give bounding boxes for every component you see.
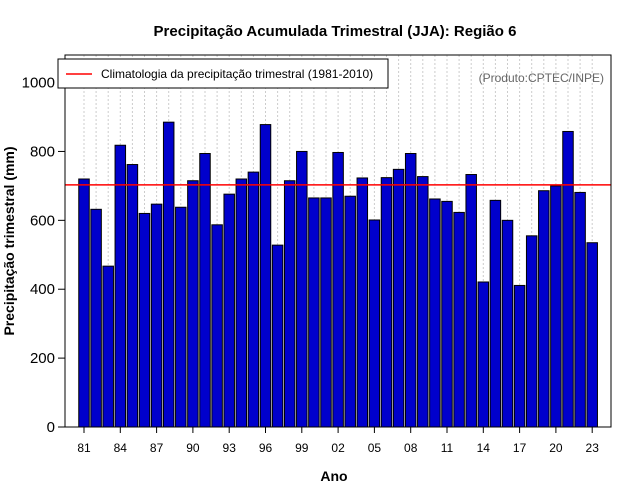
y-tick-label: 0 [47, 419, 55, 436]
bar-2005 [368, 219, 381, 428]
bar-2015 [489, 199, 502, 428]
bar-2023 [586, 242, 598, 428]
x-tick-label: 84 [114, 441, 128, 455]
x-axis: 81 84 87 90 93 96 99 02 05 08 11 14 17 20 23 [77, 427, 599, 455]
x-tick-label: 14 [477, 441, 491, 455]
chart-title: Precipitação Acumulada Trimestral (JJA):… [154, 23, 517, 40]
bar-1994 [235, 178, 248, 428]
y-tick-label: 1000 [22, 75, 55, 92]
bar-1996 [259, 124, 272, 428]
bar-2012 [453, 211, 465, 428]
bar-2017 [513, 284, 526, 428]
bar-2014 [477, 281, 490, 428]
source-annotation: (Produto:CPTEC/INPE) [479, 71, 604, 85]
bar-2020 [550, 185, 562, 428]
bar-1983 [102, 265, 114, 428]
bar-2000 [308, 197, 320, 428]
bar-2003 [344, 195, 356, 428]
bar-2002 [332, 151, 344, 428]
bar-2016 [501, 219, 514, 428]
bar-1992 [211, 224, 223, 428]
bar-2008 [404, 153, 417, 428]
bar-1988 [162, 121, 175, 428]
bar-2001 [320, 197, 332, 428]
bar-2022 [574, 191, 586, 428]
y-axis-label: Precipitação trimestral (mm) [1, 146, 17, 335]
bar-2019 [538, 190, 550, 428]
bars [78, 121, 598, 428]
bar-2011 [441, 200, 453, 428]
x-tick-label: 17 [513, 441, 527, 455]
bar-1985 [126, 164, 139, 428]
x-tick-label: 08 [404, 441, 418, 455]
bar-1986 [138, 212, 151, 428]
x-tick-label: 11 [441, 441, 454, 455]
bar-2013 [465, 174, 477, 428]
bar-1981 [78, 178, 90, 428]
bar-1989 [175, 206, 187, 428]
x-tick-label: 87 [150, 441, 164, 455]
bar-2007 [392, 168, 405, 428]
y-tick-label: 800 [30, 143, 55, 160]
x-axis-label: Ano [320, 468, 347, 484]
x-tick-label: 90 [186, 441, 200, 455]
bar-1982 [90, 208, 102, 428]
x-tick-label: 20 [549, 441, 563, 455]
x-tick-label: 05 [368, 441, 382, 455]
y-tick-label: 200 [30, 350, 55, 367]
bar-1993 [223, 193, 235, 428]
bar-2010 [429, 198, 441, 428]
bar-1999 [296, 150, 308, 428]
bar-1997 [271, 244, 284, 428]
bar-2004 [356, 177, 369, 428]
y-tick-label: 400 [30, 281, 55, 298]
legend-box [57, 58, 389, 89]
bar-1984 [114, 144, 127, 428]
bar-2006 [380, 177, 393, 428]
bar-1991 [199, 153, 211, 428]
bar-2021 [562, 130, 574, 428]
y-tick-label: 600 [30, 212, 55, 229]
x-tick-label: 99 [295, 441, 309, 455]
bar-1990 [187, 180, 199, 428]
bar-2018 [525, 235, 538, 428]
y-axis: 0 200 400 600 800 1000 [22, 75, 65, 436]
x-tick-label: 93 [223, 441, 237, 455]
bar-1987 [150, 203, 163, 428]
x-tick-label: 81 [77, 441, 91, 455]
bar-2009 [417, 176, 429, 428]
x-tick-label: 23 [586, 441, 600, 455]
x-tick-label: 96 [259, 441, 273, 455]
bar-1995 [247, 171, 260, 428]
legend: Climatologia da precipitação trimestral … [57, 58, 389, 89]
legend-label: Climatologia da precipitação trimestral … [101, 67, 373, 81]
bar-1998 [283, 180, 296, 428]
x-tick-label: 02 [331, 441, 345, 455]
